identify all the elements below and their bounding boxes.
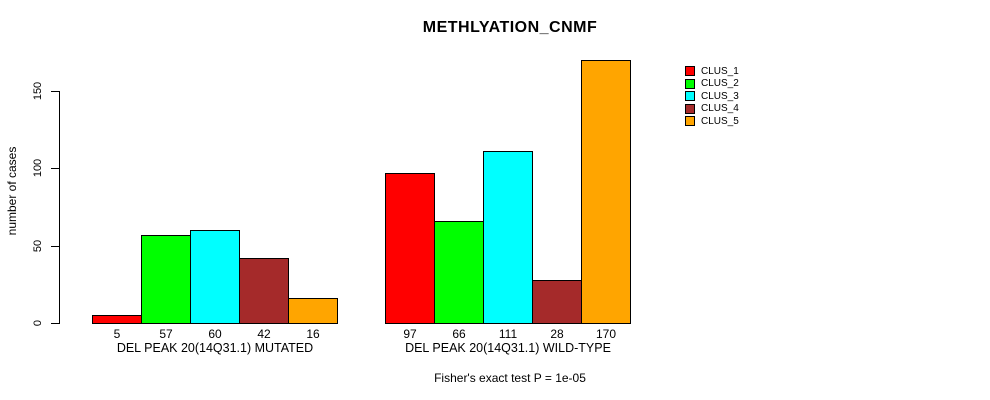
legend-swatch-icon [685, 66, 695, 77]
bar-value-label: 28 [550, 327, 564, 341]
legend-item-clus_3: CLUS_3 [685, 90, 739, 103]
bar-clus_5-group2 [581, 60, 631, 324]
bar-clus_3-group2 [483, 151, 533, 324]
bar-value-label: 16 [306, 327, 320, 341]
chart-title: METHLYATION_CNMF [422, 19, 598, 36]
bar-value-label: 60 [208, 327, 222, 341]
bar-clus_4-group2 [532, 280, 582, 324]
legend-swatch-icon [685, 116, 695, 127]
legend-label: CLUS_3 [701, 90, 739, 102]
bar-clus_4-group1 [239, 258, 289, 324]
legend-item-clus_4: CLUS_4 [685, 103, 739, 116]
y-tick-label: 0 [32, 319, 44, 327]
legend-label: CLUS_2 [701, 78, 739, 90]
bar-value-label: 66 [452, 327, 466, 341]
y-tick [51, 91, 59, 92]
bar-value-label: 5 [113, 327, 121, 341]
legend-label: CLUS_1 [701, 65, 739, 77]
y-tick [51, 168, 59, 169]
legend: CLUS_1 CLUS_2 CLUS_3 CLUS_4 CLUS_5 [685, 65, 739, 128]
bar-clus_1-group1 [92, 315, 142, 324]
y-tick-label: 50 [32, 239, 44, 253]
bar-value-label: 42 [257, 327, 271, 341]
bar-clus_5-group1 [288, 298, 338, 324]
footnote-fisher-test: Fisher's exact test P = 1e-05 [434, 371, 586, 385]
bar-value-label: 97 [403, 327, 417, 341]
legend-item-clus_1: CLUS_1 [685, 65, 739, 78]
legend-swatch-icon [685, 78, 695, 89]
legend-swatch-icon [685, 103, 695, 114]
legend-label: CLUS_4 [701, 103, 739, 115]
y-tick-label: 100 [32, 158, 44, 178]
group-label-wild-type: DEL PEAK 20(14Q31.1) WILD-TYPE [405, 341, 611, 355]
bar-value-label: 170 [595, 327, 617, 341]
legend-label: CLUS_5 [701, 115, 739, 127]
y-tick [51, 323, 59, 324]
bar-clus_1-group2 [385, 173, 435, 324]
y-axis-title: number of cases [5, 146, 19, 236]
y-tick [51, 246, 59, 247]
legend-swatch-icon [685, 91, 695, 102]
legend-item-clus_2: CLUS_2 [685, 78, 739, 91]
y-axis-line [59, 91, 60, 324]
bar-clus_2-group2 [434, 221, 484, 324]
group-label-mutated: DEL PEAK 20(14Q31.1) MUTATED [116, 341, 314, 355]
bar-clus_3-group1 [190, 230, 240, 324]
bar-clus_2-group1 [141, 235, 191, 324]
y-tick-label: 150 [32, 81, 44, 101]
bar-value-label: 111 [498, 327, 518, 341]
legend-item-clus_5: CLUS_5 [685, 115, 739, 128]
bar-value-label: 57 [159, 327, 173, 341]
